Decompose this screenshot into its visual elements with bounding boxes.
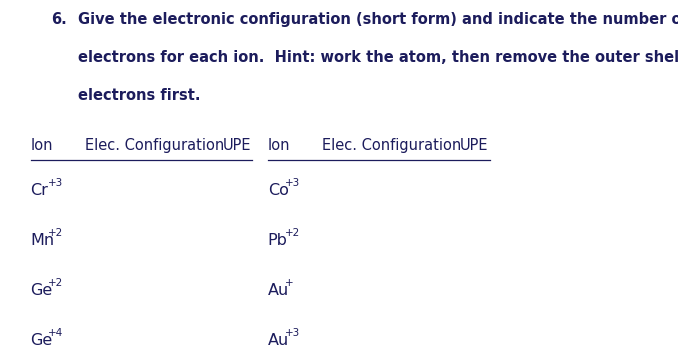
Text: Ion: Ion — [31, 138, 53, 153]
Text: UPE: UPE — [460, 138, 488, 153]
Text: UPE: UPE — [222, 138, 251, 153]
Text: Give the electronic configuration (short form) and indicate the number of unpair: Give the electronic configuration (short… — [78, 12, 678, 27]
Text: +2: +2 — [285, 228, 300, 238]
Text: Ge: Ge — [31, 283, 53, 298]
Text: Au: Au — [268, 333, 289, 345]
Text: 6.: 6. — [51, 12, 66, 27]
Text: Co: Co — [268, 183, 289, 198]
Text: +2: +2 — [48, 228, 63, 238]
Text: Elec. Configuration: Elec. Configuration — [85, 138, 224, 153]
Text: Ge: Ge — [31, 333, 53, 345]
Text: +3: +3 — [285, 178, 300, 188]
Text: +2: +2 — [48, 278, 63, 288]
Text: +4: +4 — [48, 328, 63, 338]
Text: Pb: Pb — [268, 233, 287, 248]
Text: Elec. Configuration: Elec. Configuration — [322, 138, 461, 153]
Text: Au: Au — [268, 283, 289, 298]
Text: Cr: Cr — [31, 183, 48, 198]
Text: Ion: Ion — [268, 138, 290, 153]
Text: +: + — [285, 278, 294, 288]
Text: +3: +3 — [48, 178, 63, 188]
Text: Mn: Mn — [31, 233, 55, 248]
Text: electrons first.: electrons first. — [78, 88, 201, 103]
Text: +3: +3 — [285, 328, 300, 338]
Text: electrons for each ion.  Hint: work the atom, then remove the outer shell (highe: electrons for each ion. Hint: work the a… — [78, 50, 678, 65]
